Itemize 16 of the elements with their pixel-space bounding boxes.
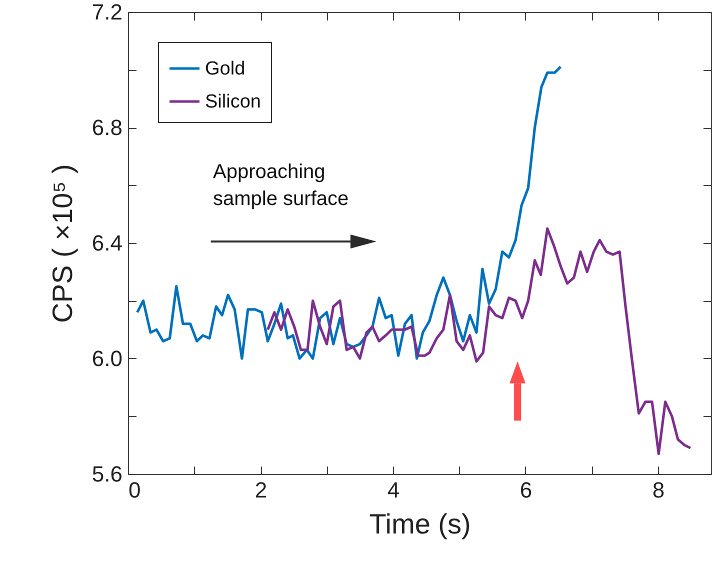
y-tick-label: 6.8 xyxy=(92,115,122,140)
y-tick-label: 5.6 xyxy=(92,462,122,486)
x-tick-label: 2 xyxy=(254,478,268,502)
y-tick-label: 6.4 xyxy=(92,230,122,256)
legend-label: Gold xyxy=(205,58,246,80)
x-axis-title: Time (s) xyxy=(369,508,471,540)
x-tick-label: 8 xyxy=(652,478,665,502)
y-tick-label: 7.2 xyxy=(92,0,122,24)
legend-label: Silicon xyxy=(205,92,261,112)
x-tick-label: 6 xyxy=(520,478,532,502)
y-tick-label: 6.0 xyxy=(92,346,122,371)
x-tick-label: 4 xyxy=(387,478,400,502)
y-axis-title: CPS ( ×10⁵ ) xyxy=(46,164,78,323)
x-tick-label: 0 xyxy=(128,478,141,502)
annotation: Approaching sample surface xyxy=(213,161,349,210)
line-series xyxy=(266,227,692,456)
